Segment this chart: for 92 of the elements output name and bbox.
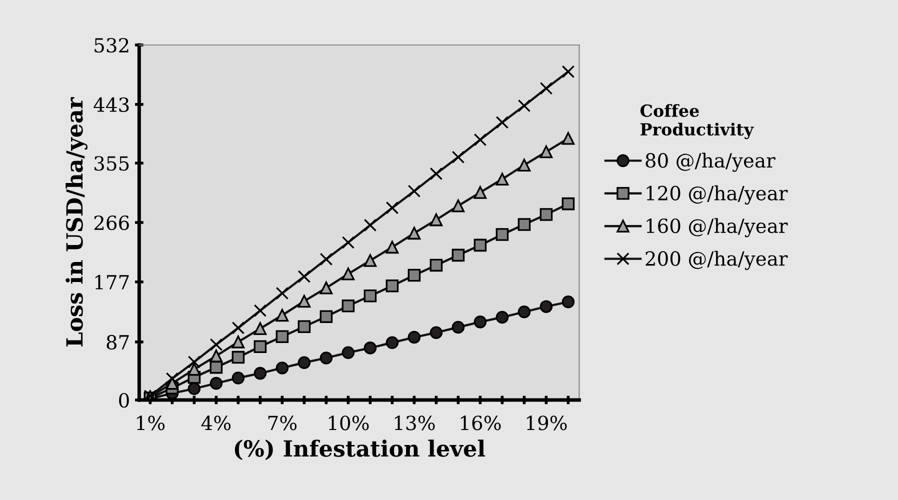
y-tick-label: 443 [94,97,129,112]
point [364,342,377,354]
point [386,280,399,292]
point [518,306,531,318]
point [474,186,487,199]
point [254,322,267,335]
point [254,304,267,317]
point [518,218,531,231]
point [430,326,443,339]
point [496,116,509,129]
point [562,296,575,308]
point [342,236,355,249]
legend-label: 80 @/ha/year [646,152,776,172]
point [364,254,377,267]
y-tick-label: 266 [94,215,129,230]
point [540,300,553,313]
point [232,350,245,364]
point [386,201,399,214]
point [518,158,531,172]
point [386,336,399,350]
point [342,300,355,312]
point [188,356,201,368]
point [452,320,465,334]
y-axis-title: Loss in USD/ha/year [66,97,88,347]
point [496,172,509,186]
y-tick-label: 532 [94,38,128,53]
point [320,352,333,364]
point [210,350,223,362]
x-tick-label: 13% [394,416,435,430]
legend-label: 200 @/ha/year [646,250,788,270]
point [474,133,487,146]
point [496,228,509,241]
point [210,338,223,352]
x-tick-label: 7% [268,416,297,430]
point [408,184,421,198]
point [298,356,311,370]
x-tick-label: 19% [526,416,567,430]
point [562,65,575,78]
point [276,308,289,322]
point [430,258,443,272]
point [298,270,311,283]
point [562,132,575,145]
point [342,267,355,280]
point [408,226,421,240]
point [342,346,355,360]
point [276,330,289,343]
y-tick-label: 177 [95,274,129,290]
y-tick-label: 87 [106,334,129,350]
point [364,218,377,232]
point [540,82,553,95]
point [188,362,201,376]
x-tick-label: 4% [201,416,231,430]
point [496,310,509,324]
point [276,362,289,374]
point [540,145,553,158]
point [232,336,245,348]
point [452,199,465,212]
y-tick-label: 0 [119,392,129,408]
point [518,99,531,112]
point [232,322,245,334]
legend-label: 160 @/ha/year [646,218,788,238]
x-tick-label: 10% [328,416,369,430]
point [298,294,311,308]
point [320,252,333,266]
point [254,366,267,380]
point [320,310,333,323]
point [562,197,575,210]
legend-title: Coffee Productivity [640,104,754,140]
legend-label: 120 @/ha/year [646,185,788,205]
point [430,213,443,226]
point [320,282,333,294]
point [232,372,245,384]
point [386,240,399,254]
point [276,286,289,300]
point [474,238,487,252]
point [430,167,443,180]
point [452,248,465,262]
y-tick-label: 355 [94,156,129,171]
point [166,372,179,386]
point [408,330,421,344]
x-tick-label: 16% [460,416,501,430]
point [210,376,223,390]
point [298,320,311,333]
point [540,208,553,221]
point [364,290,377,302]
point [254,340,267,354]
point [452,150,465,164]
point [474,316,487,328]
x-tick-label: 1% [137,416,165,430]
point [188,382,201,396]
point [408,268,421,282]
x-axis-title: (%) Infestation level [234,440,486,460]
